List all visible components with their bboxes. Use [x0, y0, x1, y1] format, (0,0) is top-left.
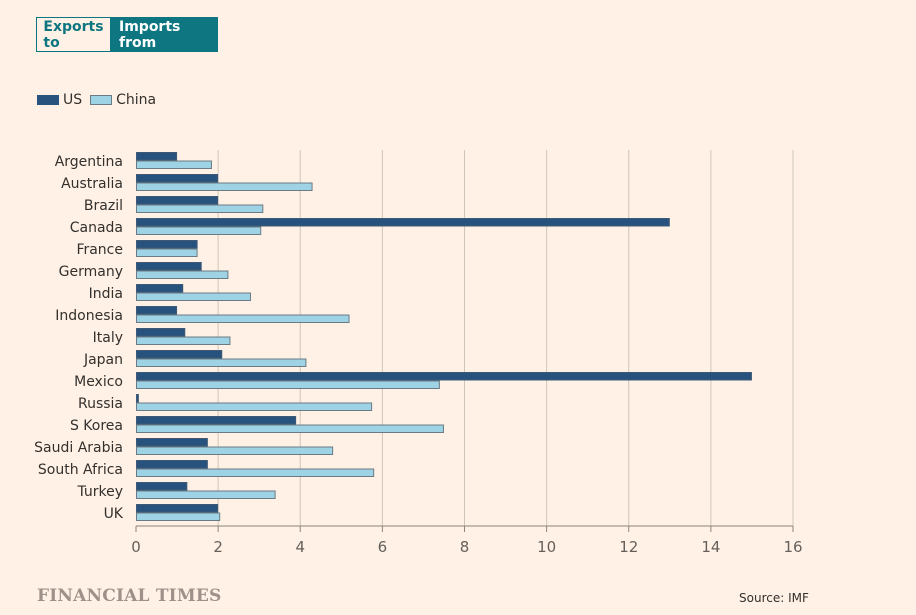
bar-china [136, 336, 231, 345]
category-label: Mexico [74, 374, 123, 390]
bar-us [136, 394, 139, 403]
bar-us [136, 438, 208, 447]
bar-china [136, 182, 313, 191]
category-labels: Argentina Australia Brazil Canada France Germ… [34, 154, 124, 522]
category-label: South Africa [38, 462, 123, 478]
bar-us [136, 460, 208, 469]
x-tick-label: 10 [537, 538, 556, 556]
source-note: Source: IMF [739, 591, 809, 605]
x-axis: 0 2 4 6 8 10 12 14 16 [131, 525, 803, 556]
bar-us [136, 504, 219, 513]
category-label: Argentina [55, 154, 123, 170]
legend-swatch-china [90, 95, 113, 105]
bar-us [136, 218, 670, 227]
category-label: Italy [93, 330, 123, 346]
bar-china [136, 512, 221, 521]
bar-china [136, 424, 444, 433]
category-label: France [76, 242, 123, 258]
bar-china [136, 292, 251, 301]
bar-us [136, 328, 186, 337]
chart-legend: US China [37, 92, 164, 108]
legend-label-china: China [116, 92, 157, 108]
x-tick-label: 14 [701, 538, 720, 556]
bar-china [136, 446, 334, 455]
gridlines [217, 150, 794, 526]
legend-swatch-us [37, 95, 59, 105]
category-label: Turkey [76, 484, 123, 500]
category-label: Germany [59, 264, 123, 280]
bar-us [136, 152, 178, 161]
legend-label-us: US [63, 92, 83, 108]
ft-logo: FINANCIAL TIMES [37, 586, 222, 606]
bar-china [136, 204, 264, 213]
bar-us [136, 306, 178, 315]
legend-item-us: US [37, 92, 82, 108]
bar-china [136, 358, 307, 367]
x-tick-label: 2 [213, 538, 223, 556]
bar-us [136, 372, 752, 381]
bar-china [136, 402, 373, 411]
imports-from-button[interactable]: Imports from [110, 18, 217, 51]
category-label: UK [104, 506, 124, 522]
bar-china [136, 248, 198, 257]
exports-to-button[interactable]: Exports to [37, 18, 110, 51]
bar-china [136, 314, 350, 323]
bar-us [136, 416, 297, 425]
x-tick-label: 12 [619, 538, 638, 556]
x-tick-label: 4 [295, 538, 305, 556]
category-label: Brazil [84, 198, 123, 214]
category-label: Canada [70, 220, 123, 236]
category-label: India [89, 286, 123, 302]
view-toggle: Exports to Imports from [36, 17, 218, 52]
category-label: Australia [61, 176, 123, 192]
bar-china [136, 270, 229, 279]
legend-item-china: China [90, 92, 156, 108]
x-tick-label: 8 [460, 538, 470, 556]
bar-china [136, 380, 440, 389]
bar-us [136, 240, 198, 249]
bar-china [136, 468, 375, 477]
category-label: Saudi Arabia [34, 440, 123, 456]
x-tick-label: 6 [378, 538, 388, 556]
bar-us [136, 482, 188, 491]
category-label: Japan [83, 352, 123, 368]
bar-china [136, 226, 262, 235]
bar-us [136, 284, 184, 293]
bar-us [136, 350, 223, 359]
category-label: Russia [78, 396, 123, 412]
bar-us [136, 196, 219, 205]
category-label: Indonesia [55, 308, 123, 324]
x-tick-label: 16 [783, 538, 802, 556]
x-tick-label: 0 [131, 538, 141, 556]
bars [136, 152, 752, 521]
bar-china [136, 160, 212, 169]
bar-china [136, 490, 276, 499]
bar-us [136, 174, 219, 183]
bar-us [136, 262, 202, 271]
category-label: S Korea [70, 418, 123, 434]
